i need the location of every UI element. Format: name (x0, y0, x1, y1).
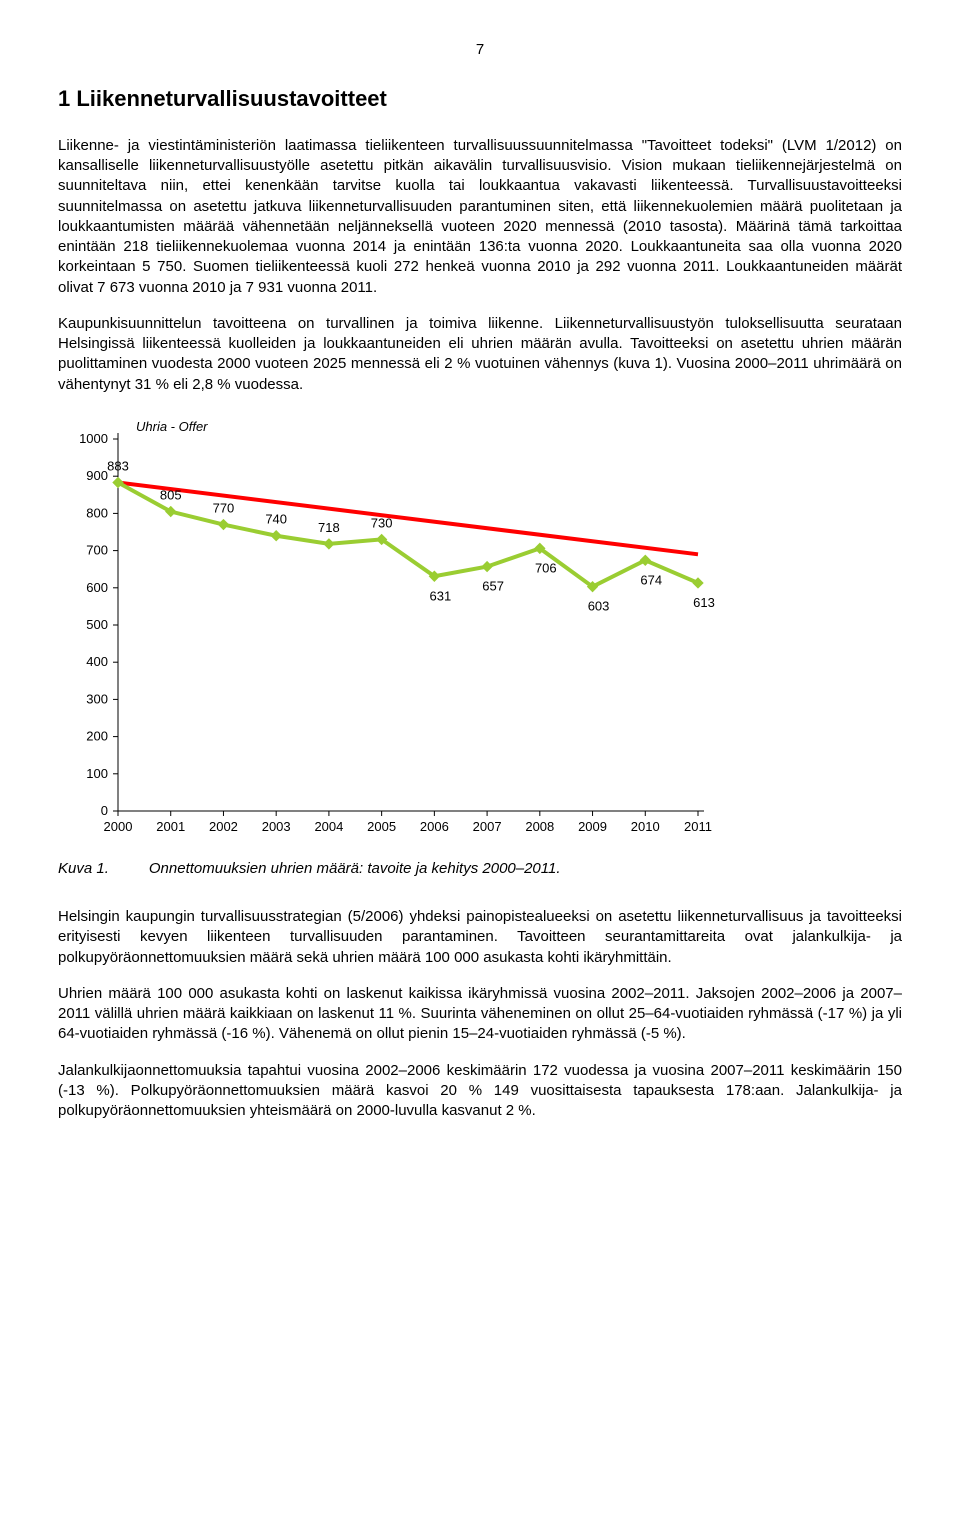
svg-text:Uhria - Offer: Uhria - Offer (136, 419, 208, 434)
svg-text:200: 200 (86, 729, 108, 744)
svg-text:2002: 2002 (209, 819, 238, 834)
paragraph-4: Uhrien määrä 100 000 asukasta kohti on l… (58, 984, 902, 1045)
svg-text:500: 500 (86, 617, 108, 632)
svg-text:2005: 2005 (367, 819, 396, 834)
svg-text:2009: 2009 (578, 819, 607, 834)
chart-figure-1: 0 100 200 300 400 500 600 700 800 900 1000 2000 2001… (58, 411, 902, 851)
svg-text:600: 600 (86, 580, 108, 595)
svg-text:674: 674 (640, 572, 662, 587)
svg-text:718: 718 (318, 520, 340, 535)
svg-text:740: 740 (265, 512, 287, 527)
line-chart: 0 100 200 300 400 500 600 700 800 900 1000 2000 2001… (58, 411, 718, 851)
paragraph-5: Jalankulkijaonnettomuuksia tapahtui vuos… (58, 1061, 902, 1122)
svg-text:883: 883 (107, 458, 129, 473)
svg-text:2000: 2000 (104, 819, 133, 834)
svg-text:805: 805 (160, 487, 182, 502)
svg-text:2004: 2004 (314, 819, 343, 834)
svg-text:400: 400 (86, 654, 108, 669)
section-heading: 1 Liikenneturvallisuustavoitteet (58, 84, 902, 114)
page-number: 7 (58, 40, 902, 60)
paragraph-3: Helsingin kaupungin turvallisuusstrategi… (58, 907, 902, 968)
svg-text:900: 900 (86, 468, 108, 483)
svg-text:770: 770 (213, 500, 235, 515)
svg-text:2008: 2008 (525, 819, 554, 834)
svg-text:800: 800 (86, 505, 108, 520)
svg-text:613: 613 (693, 595, 715, 610)
svg-text:631: 631 (430, 588, 452, 603)
svg-text:300: 300 (86, 691, 108, 706)
svg-text:2001: 2001 (156, 819, 185, 834)
svg-text:1000: 1000 (79, 431, 108, 446)
svg-text:730: 730 (371, 515, 393, 530)
paragraph-1: Liikenne- ja viestintäministeriön laatim… (58, 136, 902, 298)
svg-text:603: 603 (588, 599, 610, 614)
svg-text:100: 100 (86, 766, 108, 781)
svg-text:2007: 2007 (473, 819, 502, 834)
svg-text:700: 700 (86, 543, 108, 558)
svg-text:2006: 2006 (420, 819, 449, 834)
paragraph-2: Kaupunkisuunnittelun tavoitteena on turv… (58, 314, 902, 395)
svg-text:657: 657 (482, 579, 504, 594)
svg-text:2011: 2011 (684, 819, 712, 834)
svg-text:0: 0 (101, 803, 108, 818)
figure-caption-text: Onnettomuuksien uhrien määrä: tavoite ja… (149, 859, 561, 879)
svg-text:2003: 2003 (262, 819, 291, 834)
figure-caption: Kuva 1. Onnettomuuksien uhrien määrä: ta… (58, 859, 902, 879)
svg-text:706: 706 (535, 560, 557, 575)
svg-text:2010: 2010 (631, 819, 660, 834)
figure-caption-label: Kuva 1. (58, 859, 109, 879)
